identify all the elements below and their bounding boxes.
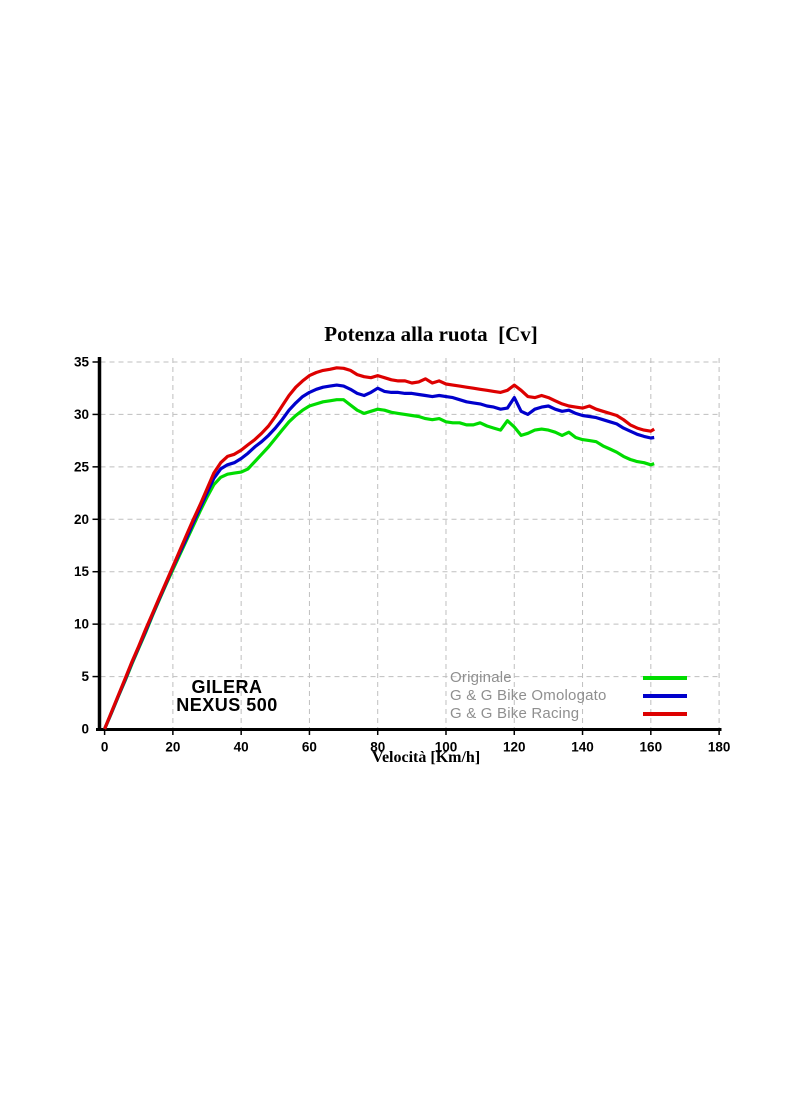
legend-swatch-omologato	[643, 694, 687, 698]
legend-swatch-racing	[643, 712, 687, 716]
y-tick-label: 20	[74, 512, 89, 527]
legend-item-racing: G & G Bike Racing	[450, 705, 710, 723]
y-tick-label: 5	[81, 669, 89, 684]
legend-item-omologato: G & G Bike Omologato	[450, 687, 710, 705]
axes	[96, 356, 722, 731]
axis-ticks	[92, 361, 720, 735]
legend-label-originale: Originale	[450, 669, 512, 686]
y-tick-label: 15	[74, 564, 90, 579]
y-tick-label: 30	[74, 407, 89, 422]
x-tick-label: 180	[708, 740, 731, 755]
y-tick-label: 25	[74, 459, 90, 474]
x-tick-label: 120	[503, 740, 526, 755]
tick-labels: 0 20 40 60 80 100 120 140 160 180 0 5 10 15 20 25 30 35	[74, 354, 730, 754]
legend-item-originale: Originale	[450, 669, 710, 687]
x-tick-label: 100	[435, 740, 458, 755]
bike-model-text: NEXUS 500	[176, 695, 278, 715]
x-axis-label: Velocità [Km/h]	[371, 749, 481, 766]
series-lines	[103, 366, 656, 730]
chart-title: Potenza alla ruota [Cv]	[324, 322, 538, 346]
series-line-g-g-bike-racing	[103, 366, 656, 730]
x-tick-label: 40	[234, 740, 249, 755]
x-tick-label: 20	[165, 740, 180, 755]
x-tick-label: 80	[370, 740, 385, 755]
legend-label-omologato: G & G Bike Omologato	[450, 687, 607, 704]
bike-model-annotation: GILERA NEXUS 500	[176, 678, 278, 714]
bike-brand-text: GILERA	[191, 677, 263, 697]
x-tick-label: 160	[640, 740, 663, 755]
legend-label-racing: G & G Bike Racing	[450, 705, 580, 722]
x-tick-label: 60	[302, 740, 317, 755]
x-tick-label: 0	[101, 740, 109, 755]
x-tick-label: 140	[571, 740, 594, 755]
legend-swatch-originale	[643, 676, 687, 680]
y-tick-label: 35	[74, 354, 90, 369]
legend: Originale G & G Bike Omologato G & G Bik…	[450, 669, 710, 723]
y-tick-label: 0	[81, 722, 89, 737]
y-tick-label: 10	[74, 617, 89, 632]
